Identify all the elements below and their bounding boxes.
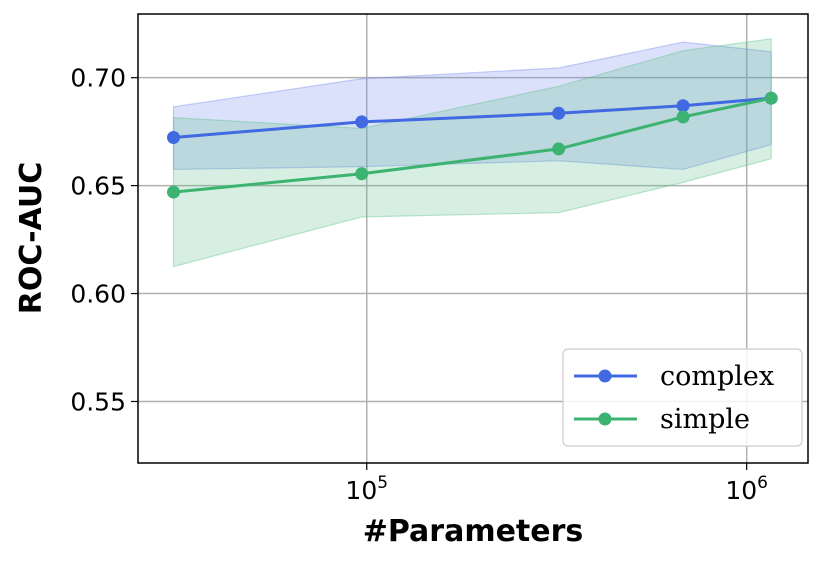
marker-simple <box>166 185 180 199</box>
marker-simple <box>552 142 566 156</box>
band-complex <box>172 41 772 171</box>
y-axis-title: ROC-AUC <box>14 162 49 314</box>
y-tick-label: 0.65 <box>70 172 126 201</box>
legend-label-simple: simple <box>660 404 750 435</box>
legend-label-complex: complex <box>660 361 774 392</box>
marker-complex <box>166 130 180 144</box>
x-tick-label: 105 <box>345 473 388 505</box>
marker-complex <box>552 106 566 120</box>
marker-complex <box>355 115 369 129</box>
legend: complex simple <box>562 348 803 447</box>
marker-simple <box>355 167 369 181</box>
plot-frame <box>137 13 809 464</box>
confidence-bands <box>172 38 772 268</box>
x-axis-ticks: 105 106 <box>345 463 768 505</box>
series-markers <box>166 91 778 199</box>
x-axis-title: #Parameters <box>363 514 584 549</box>
y-tick-label: 0.70 <box>70 64 126 93</box>
marker-complex <box>676 99 690 113</box>
y-tick-label: 0.55 <box>70 387 126 416</box>
y-tick-label: 0.60 <box>70 280 126 309</box>
marker-simple <box>764 91 778 105</box>
legend-marker-simple <box>598 412 612 426</box>
legend-frame <box>562 348 803 447</box>
marker-simple <box>676 110 690 124</box>
band-simple <box>172 38 772 268</box>
y-axis-ticks: 0.55 0.60 0.65 0.70 <box>70 64 138 416</box>
legend-marker-complex <box>598 369 612 383</box>
x-tick-label: 106 <box>725 473 768 505</box>
